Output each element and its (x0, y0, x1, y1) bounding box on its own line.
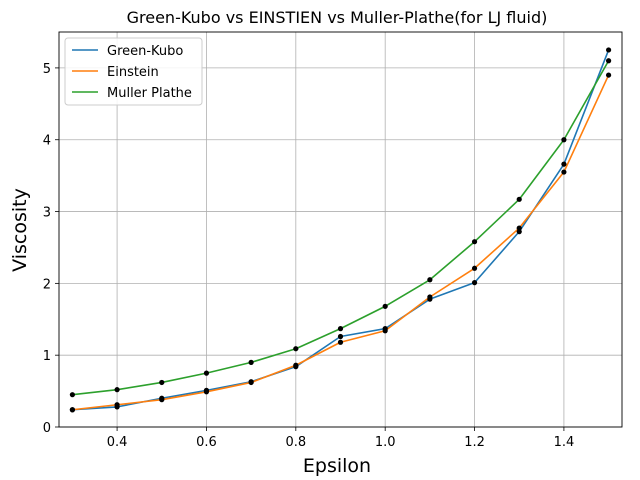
data-point (516, 229, 522, 235)
data-point (427, 277, 433, 283)
y-tick-label: 4 (43, 134, 51, 149)
data-point (516, 196, 522, 202)
data-point (293, 362, 299, 368)
data-point (69, 392, 76, 398)
y-tick-label: 0 (43, 421, 51, 436)
data-point (337, 339, 344, 345)
data-point (159, 379, 165, 386)
series-line (72, 74, 610, 411)
data-point (69, 407, 76, 413)
x-tick-label: 0.4 (107, 435, 128, 450)
x-axis-ticks: 0.4 0.6 0.8 1.0 1.2 1.4 (107, 427, 575, 450)
x-axis-label: Epsilon (303, 455, 371, 477)
data-point (159, 397, 165, 403)
data-point (337, 333, 344, 340)
data-point (114, 402, 120, 408)
y-tick-label: 3 (43, 206, 51, 221)
y-axis-label: Viscosity (9, 188, 31, 272)
x-tick-label: 0.8 (285, 435, 306, 450)
legend-label: Einstein (107, 65, 159, 80)
legend-label: Green-Kubo (107, 44, 183, 59)
plot-frame (58, 31, 623, 428)
x-tick-label: 1.2 (464, 435, 485, 450)
legend-box (64, 37, 203, 106)
data-point (605, 47, 612, 53)
x-tick-label: 0.6 (196, 435, 217, 450)
y-tick-label: 2 (43, 277, 51, 292)
y-tick-label: 5 (43, 62, 51, 77)
data-point (605, 72, 612, 78)
data-point (114, 387, 120, 393)
y-axis-ticks: 0 1 2 3 4 5 (43, 62, 59, 436)
x-tick-label: 1.0 (375, 435, 396, 450)
data-point (605, 58, 612, 64)
data-point (293, 346, 299, 352)
data-point (471, 265, 478, 271)
data-point (471, 280, 478, 286)
data-point (248, 379, 254, 386)
legend-label: Muller Plathe (107, 86, 192, 101)
data-point (561, 169, 567, 175)
data-point (561, 161, 567, 167)
data-point (337, 326, 344, 332)
x-tick-label: 1.4 (554, 435, 575, 450)
data-point (382, 328, 388, 334)
data-point (203, 370, 210, 376)
legend: Green-Kubo Einstein Muller Plathe (64, 37, 203, 106)
data-point (203, 389, 210, 395)
data-point (561, 137, 567, 143)
data-point (427, 294, 433, 300)
data-point (516, 225, 522, 231)
data-point (471, 239, 478, 245)
chart-title: Green-Kubo vs EINSTIEN vs Muller-Plathe(… (127, 8, 548, 27)
data-point (248, 359, 254, 365)
data-points (69, 47, 612, 413)
data-point (382, 303, 388, 309)
y-tick-label: 1 (43, 349, 51, 364)
